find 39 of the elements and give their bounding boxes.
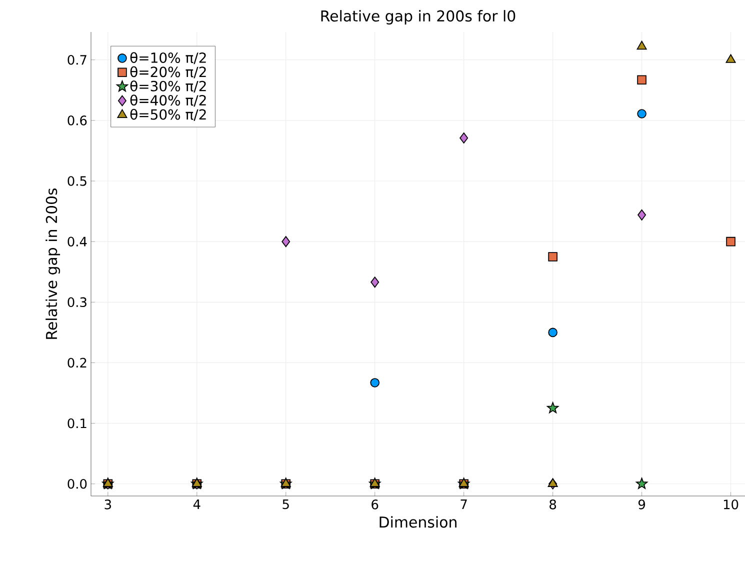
point <box>637 75 646 84</box>
y-axis-title: Relative gap in 200s <box>46 188 60 339</box>
x-axis-title: Dimension <box>380 516 456 528</box>
y-tick-label: 0.6 <box>68 116 87 126</box>
legend-label: θ=50% π/2 <box>130 108 206 121</box>
point <box>726 54 736 63</box>
point <box>548 252 558 262</box>
point <box>636 40 647 50</box>
x-tick-label: 4 <box>193 500 200 509</box>
point <box>460 132 468 144</box>
point <box>637 109 646 118</box>
y-tick-label: 0.2 <box>68 358 86 368</box>
x-tick-label: 6 <box>372 500 378 510</box>
legend-label: θ=20% π/2 <box>130 66 206 78</box>
x-tick-label: 8 <box>550 500 556 510</box>
x-tick-label: 5 <box>282 500 289 510</box>
y-tick-label: 0.4 <box>68 236 87 246</box>
point <box>548 478 558 487</box>
point <box>546 402 559 414</box>
x-tick-label: 3 <box>104 500 111 510</box>
y-tick-label: 0.5 <box>68 176 86 186</box>
y-tick-label: 0.0 <box>68 478 87 489</box>
legend-label: θ=10% π/2 <box>130 52 206 64</box>
point <box>638 209 646 220</box>
legend-label: θ=40% π/2 <box>130 94 206 107</box>
y-tick-label: 0.3 <box>68 297 86 308</box>
point <box>370 378 380 388</box>
point <box>548 328 558 338</box>
point <box>282 236 290 248</box>
chart-title: Relative gap in 200s for l0 <box>321 10 516 24</box>
legend-label: θ=30% π/2 <box>130 80 206 92</box>
y-tick-label: 0.1 <box>68 418 86 428</box>
x-tick-label: 9 <box>638 500 645 510</box>
point <box>636 478 648 489</box>
x-tick-label: 7 <box>460 500 467 509</box>
point <box>370 276 380 288</box>
y-tick-label: 0.7 <box>68 54 86 65</box>
x-tick-label: 10 <box>724 500 738 510</box>
point <box>726 236 736 246</box>
